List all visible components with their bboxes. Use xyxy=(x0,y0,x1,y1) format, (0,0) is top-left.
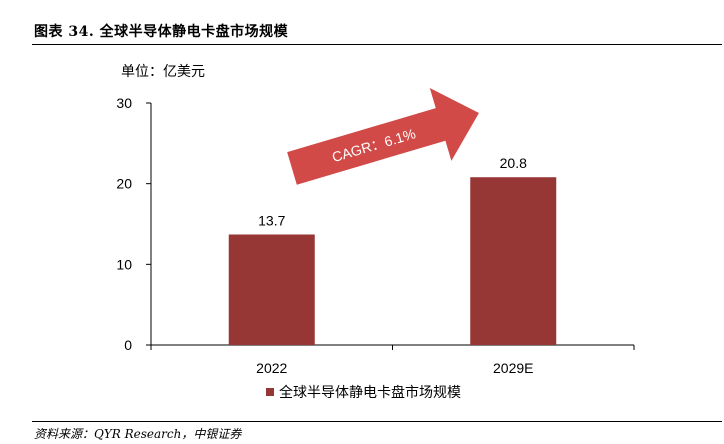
legend-swatch xyxy=(266,388,274,396)
source-note: 资料来源：QYR Research，中银证券 xyxy=(34,427,242,441)
figure-title: 图表 34. 全球半导体静电卡盘市场规模 xyxy=(34,24,289,40)
chart-bars xyxy=(228,177,557,345)
x-tick-label: 2022 xyxy=(256,360,287,376)
unit-label: 单位：亿美元 xyxy=(121,64,205,80)
y-tick-label: 0 xyxy=(124,337,132,353)
chart-legend: 全球半导体静电卡盘市场规模 xyxy=(266,384,461,401)
title-divider xyxy=(32,44,722,45)
cagr-arrow: CAGR：6.1% xyxy=(287,87,479,185)
bar-2029E xyxy=(470,177,557,345)
chart-labels: 13.7 2022 20.8 2029E xyxy=(256,155,533,376)
data-label: 13.7 xyxy=(258,212,285,228)
source-divider xyxy=(32,421,722,422)
y-tick-label: 30 xyxy=(116,95,132,111)
legend-label: 全球半导体静电卡盘市场规模 xyxy=(279,384,461,401)
x-tick-label: 2029E xyxy=(493,360,533,376)
bar-2022 xyxy=(228,234,315,345)
data-label: 20.8 xyxy=(500,155,527,171)
y-tick-label: 10 xyxy=(116,256,132,272)
cagr-arrow-shape xyxy=(287,87,479,185)
y-tick-label: 20 xyxy=(116,176,132,192)
